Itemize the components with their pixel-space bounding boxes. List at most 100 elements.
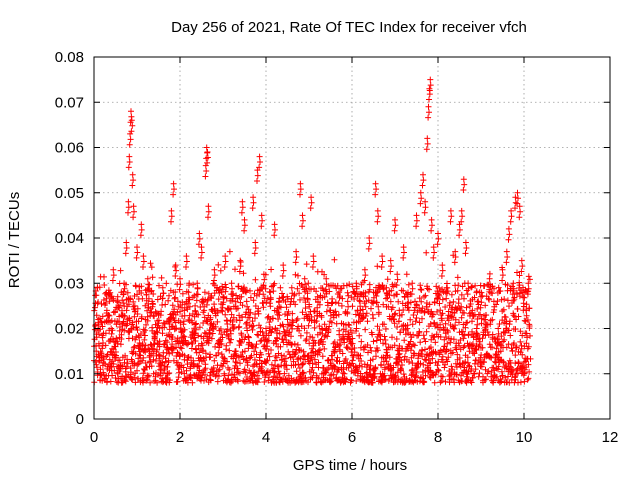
data-point: [513, 344, 520, 351]
data-point: [170, 180, 177, 187]
data-point: [307, 205, 314, 212]
data-point: [342, 356, 349, 362]
data-point: [370, 338, 377, 345]
data-point: [189, 340, 196, 347]
data-point: [186, 294, 192, 301]
data-point: [387, 298, 394, 305]
data-point: [95, 299, 102, 306]
data-point: [161, 324, 168, 331]
data-point: [495, 363, 502, 370]
data-point: [435, 366, 441, 373]
data-point: [400, 254, 407, 261]
data-point: [200, 335, 207, 342]
data-point: [149, 274, 156, 281]
data-point: [357, 352, 364, 359]
data-point: [142, 332, 148, 339]
data-point: [222, 288, 229, 295]
data-point: [222, 311, 229, 318]
data-point: [284, 321, 291, 328]
data-point: [276, 303, 283, 310]
data-point: [512, 326, 519, 333]
data-point: [244, 374, 250, 380]
data-point: [106, 361, 112, 368]
data-point: [215, 339, 222, 346]
data-point: [171, 306, 178, 313]
data-point: [267, 329, 274, 336]
data-point: [122, 250, 129, 257]
data-point: [485, 368, 492, 375]
data-point: [123, 363, 130, 370]
data-point: [473, 336, 480, 343]
data-point: [449, 366, 456, 373]
data-point: [96, 331, 102, 338]
chart-title: Day 256 of 2021, Rate Of TEC Index for r…: [171, 19, 527, 36]
data-point: [466, 348, 473, 355]
data-point: [309, 334, 316, 341]
data-point: [200, 298, 207, 305]
data-point: [448, 363, 455, 370]
data-point: [356, 297, 363, 304]
data-point: [127, 130, 134, 137]
data-point: [409, 280, 416, 287]
data-point: [257, 324, 264, 331]
data-point: [162, 358, 169, 365]
data-point: [499, 277, 506, 284]
data-point: [344, 345, 351, 352]
data-point: [413, 372, 419, 379]
data-point: [131, 343, 138, 350]
data-point: [449, 349, 456, 356]
data-point: [506, 363, 513, 370]
data-point: [425, 103, 432, 110]
data-point: [431, 299, 438, 305]
y-tick-labels: 0 0.01 0.02 0.03 0.04 0.05 0.06 0.07 0.08: [55, 49, 84, 428]
data-point: [185, 289, 192, 296]
data-point: [241, 366, 248, 373]
data-point: [487, 317, 494, 324]
data-point: [374, 323, 381, 330]
data-point: [383, 290, 390, 297]
data-point: [448, 213, 455, 220]
data-point: [97, 377, 103, 384]
data-point: [305, 280, 312, 287]
data-point: [470, 341, 476, 347]
data-point: [142, 349, 149, 356]
data-point: [184, 341, 191, 348]
data-point: [434, 362, 441, 369]
data-point: [394, 271, 401, 278]
data-point: [239, 314, 246, 321]
data-point: [143, 364, 150, 371]
data-point: [105, 372, 112, 379]
data-point: [399, 362, 405, 368]
data-point: [144, 275, 151, 282]
data-point: [261, 379, 268, 385]
data-point: [469, 312, 476, 319]
data-point: [422, 292, 429, 299]
data-point: [469, 307, 476, 314]
data-point: [462, 324, 469, 331]
data-point: [507, 332, 514, 339]
data-point: [427, 321, 434, 327]
data-point: [175, 303, 182, 310]
data-point: [165, 357, 172, 364]
data-point: [228, 336, 234, 343]
data-point: [421, 335, 428, 342]
data-point: [211, 272, 218, 279]
data-point: [490, 364, 497, 371]
data-point: [321, 345, 328, 352]
data-point: [430, 254, 437, 261]
data-point: [297, 296, 303, 303]
data-point: [316, 349, 323, 356]
data-point: [437, 307, 444, 314]
data-point: [427, 344, 434, 351]
data-point: [204, 154, 211, 161]
data-point: [212, 323, 219, 330]
data-point: [189, 379, 196, 386]
data-point: [393, 336, 400, 342]
data-point: [225, 372, 232, 379]
data-point: [149, 298, 156, 305]
data-point: [493, 373, 500, 380]
data-point: [193, 291, 200, 298]
data-point: [140, 370, 147, 377]
data-point: [455, 296, 462, 303]
data-point: [525, 273, 532, 280]
